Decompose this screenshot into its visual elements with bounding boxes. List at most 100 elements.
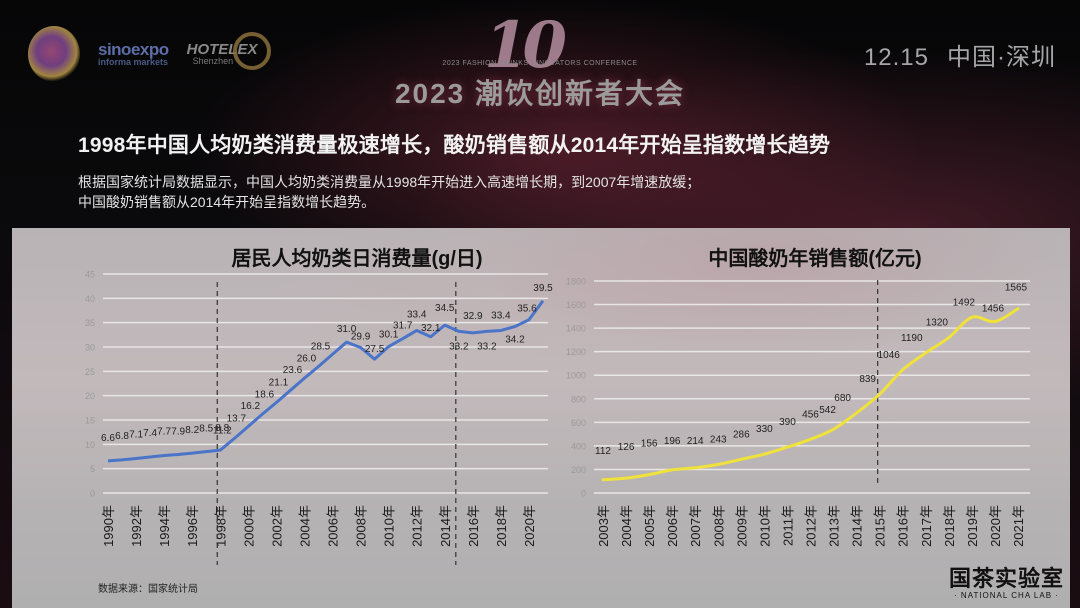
data-label: 286 (733, 429, 750, 440)
data-label: 456 (802, 409, 819, 420)
data-label: 26.0 (297, 353, 317, 364)
data-label: 23.6 (283, 365, 303, 376)
data-label: 1565 (1005, 283, 1028, 294)
data-label: 1492 (953, 297, 976, 308)
x-tick-label: 2013年 (827, 505, 842, 547)
data-label: 7.1 (129, 429, 143, 440)
x-tick-label: 2014年 (850, 505, 865, 547)
y-tick-label: 35 (85, 318, 95, 328)
x-tick-label: 2016年 (896, 505, 911, 547)
data-label: 32.1 (421, 323, 441, 334)
slide-subtitle-line-1: 根据国家统计局数据显示，中国人均奶类消费量从1998年开始进入高速增长期，到20… (78, 174, 701, 190)
data-label: 196 (664, 436, 681, 447)
data-label: 126 (618, 442, 635, 453)
x-tick-label: 2018年 (494, 505, 509, 547)
data-label: 31.7 (393, 321, 413, 332)
chart-panel (12, 228, 1070, 608)
data-label: 13.7 (227, 413, 247, 424)
y-tick-label: 1000 (566, 371, 586, 381)
data-label: 243 (710, 434, 727, 445)
x-tick-label: 2006年 (665, 505, 680, 547)
data-label: 33.4 (407, 309, 427, 320)
x-tick-label: 2020年 (988, 505, 1003, 547)
data-label: 542 (819, 405, 836, 416)
data-label: 8.8 (215, 423, 229, 434)
x-tick-label: 2008年 (711, 505, 726, 547)
brand-chinese-name: 国茶实验室 (948, 566, 1064, 591)
event-chinese-name: 2023 潮饮创新者大会 (394, 78, 686, 109)
y-tick-label: 15 (85, 416, 95, 426)
x-tick-label: 1998年 (213, 505, 228, 547)
y-axis-grid: 0 200 400 600 800 1000 1200 1400 1600 1800 (566, 277, 1030, 499)
y-tick-label: 1800 (566, 277, 586, 287)
x-tick-label: 2004年 (297, 505, 312, 547)
data-label: 8.5 (199, 424, 213, 435)
x-tick-label: 2002年 (269, 505, 284, 547)
sponsor-logos: sinoexpo informa markets HOTELEX Shenzhe… (28, 24, 271, 84)
data-label: 31.0 (337, 324, 357, 335)
y-tick-label: 1400 (566, 324, 586, 334)
data-label: 33.4 (491, 310, 511, 321)
x-tick-label: 2011年 (780, 505, 795, 546)
x-axis-labels: 1990年 1992年 1994年 1996年 1998年 2000年 2002年 2004年… (101, 505, 537, 547)
x-axis-labels: 2003年 2004年 2005年 2006年 2007年 2008年 2009年 2010年… (596, 505, 1026, 547)
x-tick-label: 1994年 (157, 505, 172, 547)
x-tick-label: 2009年 (734, 505, 749, 547)
data-label: 33.2 (449, 341, 469, 352)
y-tick-label: 10 (85, 440, 95, 450)
slide-headline: 1998年中国人均奶类消费量极速增长，酸奶销售额从2014年开始呈指数增长趋势 (78, 134, 831, 157)
x-tick-label: 1992年 (129, 505, 144, 547)
data-label: 1190 (901, 333, 923, 344)
data-label: 39.5 (533, 283, 553, 294)
x-tick-label: 2010年 (757, 505, 772, 547)
y-tick-label: 0 (581, 489, 586, 499)
x-tick-label: 2019年 (965, 505, 980, 547)
data-label: 33.2 (477, 341, 497, 352)
data-source-note: 数据来源：国家统计局 (98, 584, 198, 595)
event-logo: 10 2023 FASHION DRINKS INNOVATORS CONFER… (380, 6, 700, 110)
event-english-name: 2023 FASHION DRINKS INNOVATORS CONFERENC… (442, 60, 638, 67)
y-tick-label: 800 (571, 394, 586, 404)
yogurt-sales-line (601, 307, 1020, 482)
y-tick-label: 25 (85, 367, 95, 377)
y-tick-label: 400 (571, 441, 586, 451)
x-tick-label: 2008年 (354, 505, 369, 547)
chart-title-milk: 居民人均奶类日消费量(g/日) (231, 246, 482, 270)
event-date: 12.15 (863, 44, 929, 71)
y-tick-label: 600 (571, 418, 586, 428)
y-tick-label: 45 (85, 270, 95, 280)
y-tick-label: 20 (85, 391, 95, 401)
slide-subtitle-line-2: 中国酸奶销售额从2014年开始呈指数增长趋势。 (78, 194, 376, 210)
data-label: 30.1 (379, 330, 399, 341)
y-tick-label: 5 (90, 464, 95, 474)
y-tick-label: 200 (571, 465, 586, 475)
x-tick-label: 2021年 (1011, 505, 1026, 547)
x-tick-label: 2014年 (438, 505, 453, 547)
data-label: 112 (595, 446, 611, 457)
data-label: 7.4 (143, 428, 157, 439)
sinoexpo-logo: sinoexpo informa markets (98, 41, 169, 67)
data-label: 16.2 (241, 401, 261, 412)
data-label: 11.2 (213, 425, 232, 436)
x-tick-label: 2016年 (466, 505, 481, 547)
data-label: 839 (859, 374, 876, 385)
data-label: 34.5 (435, 303, 455, 314)
data-label: 156 (641, 439, 658, 450)
y-tick-label: 30 (85, 343, 95, 353)
y-tick-label: 0 (90, 489, 95, 499)
x-tick-label: 1996年 (185, 505, 200, 547)
data-label: 214 (687, 436, 704, 447)
x-tick-label: 2003年 (596, 505, 611, 547)
brand-logo: 国茶实验室 · NATIONAL CHA LAB · (949, 568, 1064, 600)
data-label: 35.6 (517, 304, 537, 315)
x-tick-label: 2007年 (688, 505, 703, 547)
data-label: 1046 (878, 350, 901, 361)
x-tick-label: 2005年 (642, 505, 657, 547)
milk-consumption-chart: 居民人均奶类日消费量(g/日) 0 5 10 15 20 25 30 35 40 45 1990年… (85, 246, 553, 565)
informa-markets-text: informa markets (98, 57, 169, 67)
sinoexpo-logo-text: sinoexpo (98, 40, 169, 59)
data-label: 1456 (982, 304, 1005, 315)
chart-title-yogurt: 中国酸奶年销售额(亿元) (708, 246, 921, 270)
